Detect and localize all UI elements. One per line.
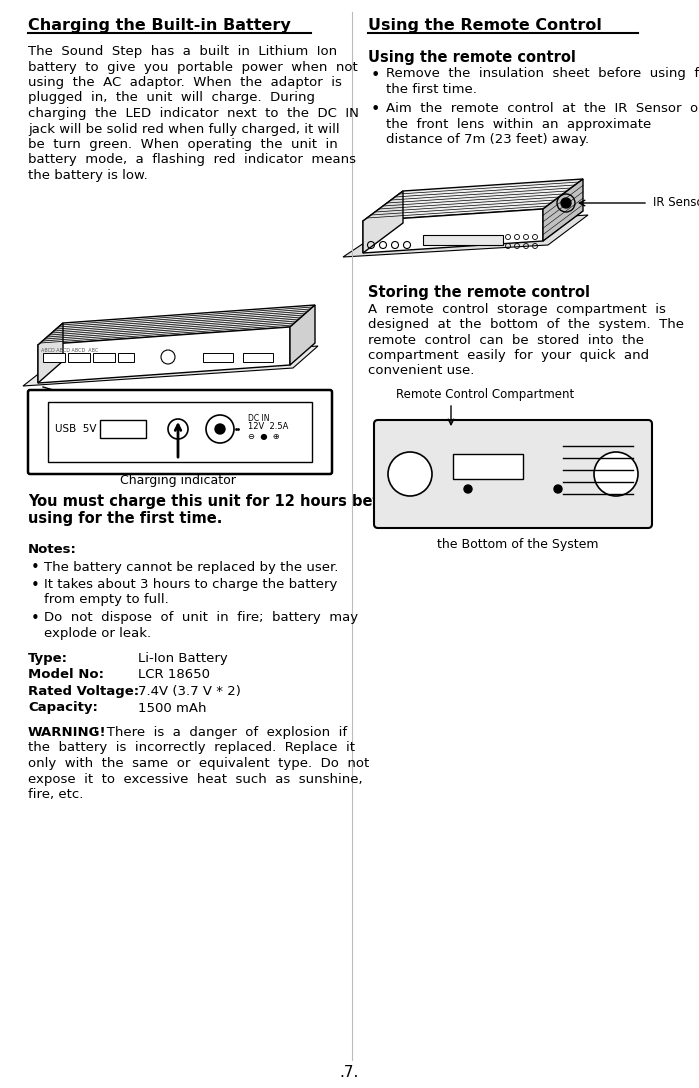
FancyBboxPatch shape	[48, 401, 312, 462]
Text: Storing the remote control: Storing the remote control	[368, 285, 590, 300]
Text: convenient use.: convenient use.	[368, 364, 475, 378]
Text: charging  the  LED  indicator  next  to  the  DC  IN: charging the LED indicator next to the D…	[28, 107, 359, 120]
Text: •: •	[31, 578, 40, 593]
Polygon shape	[363, 209, 543, 254]
Text: ⊖  ●  ⊕: ⊖ ● ⊕	[248, 432, 280, 441]
Polygon shape	[343, 215, 588, 257]
Text: only  with  the  same  or  equivalent  type.  Do  not: only with the same or equivalent type. D…	[28, 757, 369, 770]
Text: It takes about 3 hours to charge the battery: It takes about 3 hours to charge the bat…	[44, 578, 338, 591]
Text: Model No:: Model No:	[28, 668, 104, 681]
Text: the  battery  is  incorrectly  replaced.  Replace  it: the battery is incorrectly replaced. Rep…	[28, 742, 355, 754]
Text: The  Sound  Step  has  a  built  in  Lithium  Ion: The Sound Step has a built in Lithium Io…	[28, 45, 337, 58]
Text: jack will be solid red when fully charged, it will: jack will be solid red when fully charge…	[28, 123, 340, 136]
Text: Rated Voltage:: Rated Voltage:	[28, 685, 139, 698]
Text: The battery cannot be replaced by the user.: The battery cannot be replaced by the us…	[44, 560, 338, 573]
FancyBboxPatch shape	[118, 353, 134, 362]
FancyBboxPatch shape	[93, 353, 115, 362]
Text: •: •	[31, 611, 40, 626]
Text: IR Sensor: IR Sensor	[653, 197, 699, 210]
Circle shape	[464, 485, 472, 493]
Text: Using the Remote Control: Using the Remote Control	[368, 18, 602, 33]
Text: remote  control  can  be  stored  into  the: remote control can be stored into the	[368, 334, 644, 346]
Text: You must charge this unit for 12 hours before: You must charge this unit for 12 hours b…	[28, 494, 406, 509]
Text: 7.4V (3.7 V * 2): 7.4V (3.7 V * 2)	[138, 685, 241, 698]
Text: the battery is low.: the battery is low.	[28, 169, 147, 182]
Text: DC IN: DC IN	[248, 415, 270, 423]
Text: •: •	[371, 67, 380, 83]
Text: expose  it  to  excessive  heat  such  as  sunshine,: expose it to excessive heat such as suns…	[28, 772, 363, 786]
Text: WARNING!: WARNING!	[28, 726, 107, 739]
Text: Charging indicator: Charging indicator	[120, 474, 236, 487]
Text: Do  not  dispose  of  unit  in  fire;  battery  may: Do not dispose of unit in fire; battery …	[44, 611, 358, 625]
Circle shape	[561, 198, 571, 208]
Text: the Bottom of the System: the Bottom of the System	[438, 537, 599, 551]
Text: fire, etc.: fire, etc.	[28, 788, 83, 801]
Text: .7.: .7.	[340, 1065, 359, 1080]
Text: 12V  2.5A: 12V 2.5A	[248, 422, 289, 431]
FancyBboxPatch shape	[203, 353, 233, 362]
Text: the  front  lens  within  an  approximate: the front lens within an approximate	[386, 118, 651, 131]
Text: USB  5V: USB 5V	[55, 424, 96, 434]
FancyBboxPatch shape	[453, 454, 523, 479]
Text: !  There  is  a  danger  of  explosion  if: ! There is a danger of explosion if	[93, 726, 347, 739]
Polygon shape	[23, 346, 318, 386]
Text: A  remote  control  storage  compartment  is: A remote control storage compartment is	[368, 302, 666, 316]
Polygon shape	[38, 327, 290, 383]
FancyBboxPatch shape	[423, 235, 503, 245]
FancyBboxPatch shape	[28, 390, 332, 474]
Text: the first time.: the first time.	[386, 83, 477, 96]
Text: •: •	[371, 102, 380, 118]
Polygon shape	[38, 305, 315, 345]
Text: distance of 7m (23 feet) away.: distance of 7m (23 feet) away.	[386, 134, 589, 147]
Text: Charging the Built-in Battery: Charging the Built-in Battery	[28, 18, 291, 33]
Circle shape	[388, 452, 432, 496]
Text: •: •	[31, 560, 40, 576]
Text: Aim  the  remote  control  at  the  IR  Sensor  on: Aim the remote control at the IR Sensor …	[386, 102, 699, 115]
FancyBboxPatch shape	[243, 353, 273, 362]
FancyBboxPatch shape	[43, 353, 65, 362]
Text: Using the remote control: Using the remote control	[368, 50, 576, 65]
Text: plugged  in,  the  unit  will  charge.  During: plugged in, the unit will charge. During	[28, 91, 315, 104]
Polygon shape	[363, 191, 403, 254]
Text: designed  at  the  bottom  of  the  system.  The: designed at the bottom of the system. Th…	[368, 318, 684, 331]
Text: Type:: Type:	[28, 652, 68, 665]
FancyBboxPatch shape	[68, 353, 90, 362]
Text: from empty to full.: from empty to full.	[44, 593, 168, 606]
Text: ABCD ABCD ABCD  ABC: ABCD ABCD ABCD ABC	[41, 348, 99, 353]
Text: LCR 18650: LCR 18650	[138, 668, 210, 681]
Text: explode or leak.: explode or leak.	[44, 627, 151, 640]
Text: battery  to  give  you  portable  power  when  not: battery to give you portable power when …	[28, 61, 358, 74]
Polygon shape	[38, 323, 63, 383]
Text: Remove  the  insulation  sheet  before  using  for: Remove the insulation sheet before using…	[386, 67, 699, 81]
Polygon shape	[363, 180, 583, 221]
Circle shape	[554, 485, 562, 493]
Text: 1500 mAh: 1500 mAh	[138, 702, 206, 715]
Polygon shape	[543, 180, 583, 242]
Text: Remote Control Compartment: Remote Control Compartment	[396, 388, 575, 401]
Text: Notes:: Notes:	[28, 543, 77, 556]
Text: battery  mode,  a  flashing  red  indicator  means: battery mode, a flashing red indicator m…	[28, 153, 356, 166]
Polygon shape	[290, 305, 315, 364]
Text: using  the  AC  adaptor.  When  the  adaptor  is: using the AC adaptor. When the adaptor i…	[28, 76, 342, 89]
Text: using for the first time.: using for the first time.	[28, 510, 222, 526]
FancyBboxPatch shape	[100, 420, 146, 438]
Circle shape	[594, 452, 638, 496]
FancyBboxPatch shape	[374, 420, 652, 528]
Text: Li-Ion Battery: Li-Ion Battery	[138, 652, 228, 665]
Circle shape	[215, 424, 225, 434]
Text: be  turn  green.  When  operating  the  unit  in: be turn green. When operating the unit i…	[28, 138, 338, 151]
Text: compartment  easily  for  your  quick  and: compartment easily for your quick and	[368, 349, 649, 362]
Text: Capacity:: Capacity:	[28, 702, 98, 715]
